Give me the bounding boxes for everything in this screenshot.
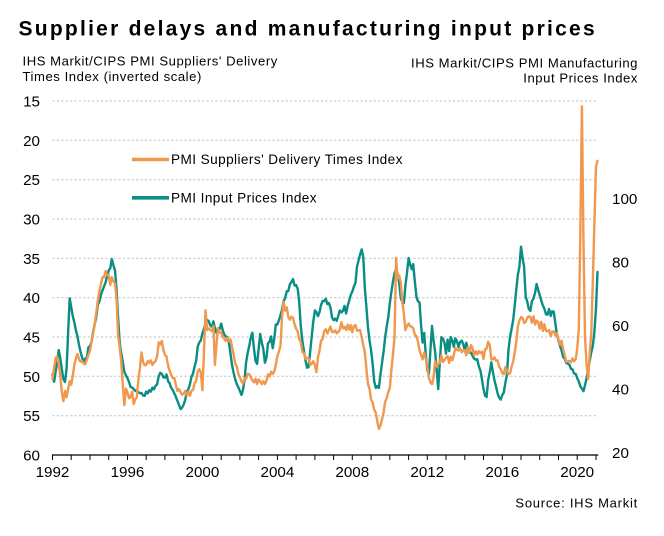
svg-text:2020: 2020	[560, 464, 594, 481]
svg-text:80: 80	[612, 255, 629, 272]
svg-text:60: 60	[612, 318, 629, 335]
svg-text:55: 55	[23, 408, 40, 425]
svg-text:40: 40	[612, 382, 629, 399]
svg-text:Input Prices Index: Input Prices Index	[523, 71, 638, 86]
svg-text:IHS Markit/CIPS PMI Suppliers': IHS Markit/CIPS PMI Suppliers' Delivery	[23, 54, 278, 69]
svg-text:25: 25	[23, 172, 40, 189]
svg-text:IHS Markit/CIPS PMI Manufactur: IHS Markit/CIPS PMI Manufacturing	[411, 55, 638, 70]
svg-text:Source: IHS Markit: Source: IHS Markit	[515, 496, 638, 511]
svg-text:1992: 1992	[36, 464, 70, 481]
svg-text:45: 45	[23, 330, 40, 347]
svg-text:40: 40	[23, 290, 40, 307]
svg-text:50: 50	[23, 369, 40, 386]
svg-text:1996: 1996	[111, 464, 145, 481]
svg-text:PMI Input Prices Index: PMI Input Prices Index	[171, 190, 317, 205]
svg-text:100: 100	[612, 191, 637, 208]
svg-text:PMI Suppliers' Delivery Times: PMI Suppliers' Delivery Times Index	[171, 152, 403, 167]
svg-text:2016: 2016	[485, 464, 519, 481]
svg-text:Times Index (inverted scale): Times Index (inverted scale)	[23, 69, 202, 84]
svg-text:15: 15	[23, 94, 40, 111]
svg-text:2000: 2000	[186, 464, 220, 481]
svg-text:20: 20	[23, 133, 40, 150]
svg-text:2008: 2008	[335, 464, 369, 481]
svg-text:60: 60	[23, 448, 40, 465]
svg-text:Supplier delays and manufactur: Supplier delays and manufacturing input …	[19, 18, 597, 41]
svg-text:20: 20	[612, 445, 629, 462]
svg-text:30: 30	[23, 212, 40, 229]
svg-text:35: 35	[23, 251, 40, 268]
svg-text:2012: 2012	[410, 464, 444, 481]
svg-text:2004: 2004	[261, 464, 295, 481]
